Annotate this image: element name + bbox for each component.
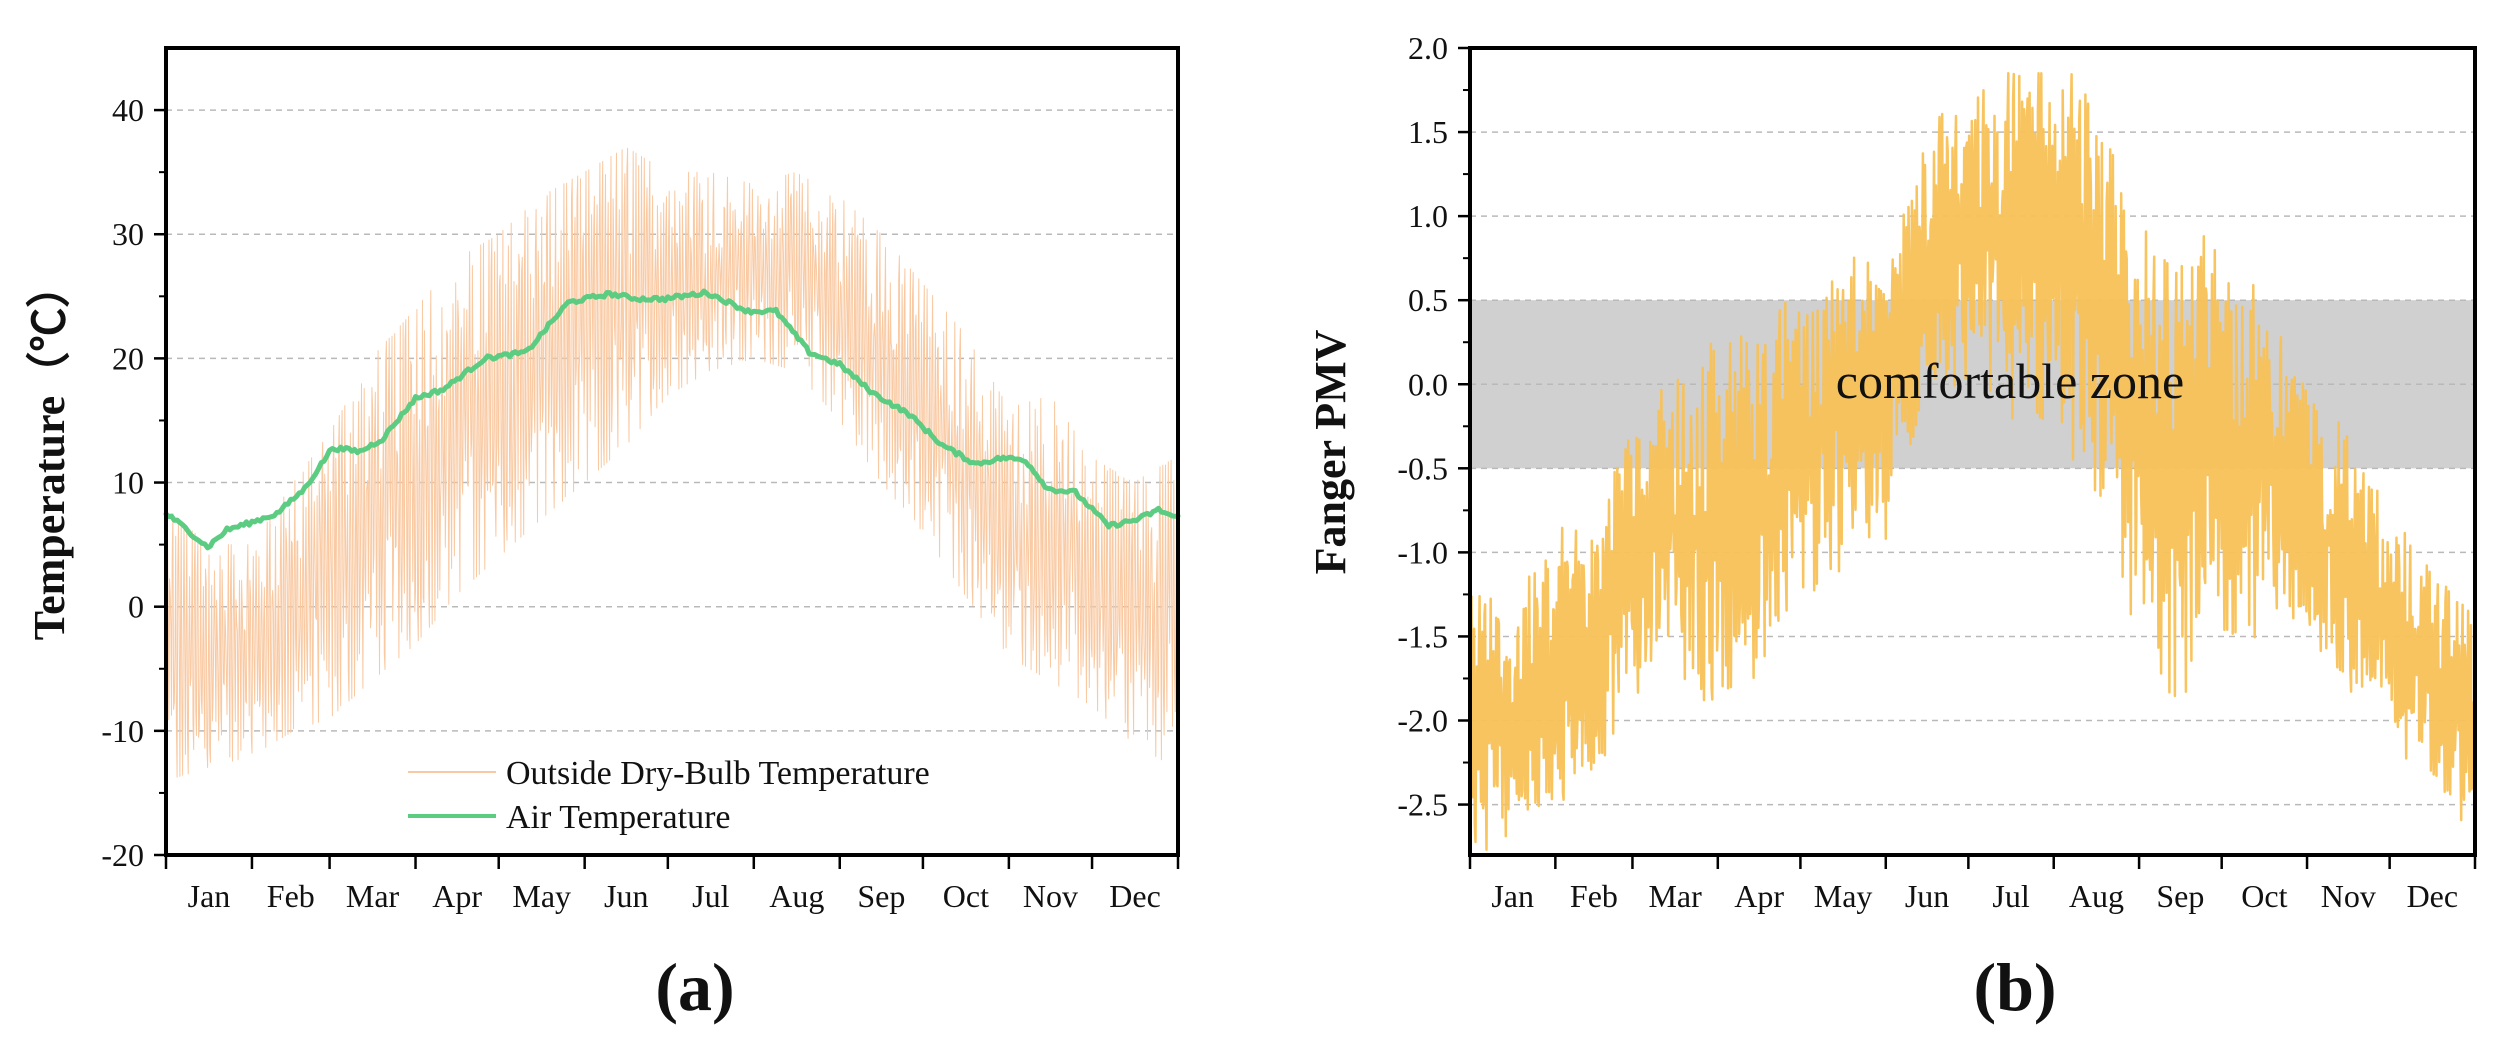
panel-a-x-tick-label: Jun xyxy=(604,878,648,914)
panel-a-label: (a) xyxy=(655,949,734,1025)
panel-b-pmv-chart: comfortable zone 2.0 1.5 1.0 0.5 0.0 -0.5 -1.0… xyxy=(1306,30,2477,1025)
panel-b-x-tick-label: Oct xyxy=(2241,878,2287,914)
panel-a-x-tick-label: Oct xyxy=(943,878,989,914)
panel-a-x-tick-label: Aug xyxy=(769,878,824,914)
panel-b-x-tick-label: Dec xyxy=(2407,878,2459,914)
panel-a-x-tick-label: Nov xyxy=(1023,878,1078,914)
panel-a-y-tick-label: 20 xyxy=(112,340,144,376)
pmv-line xyxy=(1468,71,2477,856)
panel-a-y-tick-label: -10 xyxy=(101,713,144,749)
panel-b-label: (b) xyxy=(1973,949,2056,1025)
panel-a-x-tick-label: Apr xyxy=(432,878,482,914)
panel-b-y-tick-label: 1.5 xyxy=(1408,114,1448,150)
panel-b-x-axis: Jan Feb Mar Apr May Jun Jul Aug Sep Oct Nov Dec xyxy=(1468,855,2477,914)
panel-a-x-tick-label: Feb xyxy=(267,878,315,914)
panel-a-temperature-chart: -20 -10 0 10 20 30 40 Jan Feb Mar Apr May Jun Jul Aug… xyxy=(25,46,1181,1025)
panel-a-y-axis: -20 -10 0 10 20 30 40 xyxy=(101,92,166,873)
panel-b-y-tick-label: -1.0 xyxy=(1397,534,1448,570)
panel-b-x-tick-label: Nov xyxy=(2321,878,2376,914)
panel-a-y-tick-label: 10 xyxy=(112,465,144,501)
legend-label-air-temperature: Air Temperature xyxy=(506,799,731,836)
comfortable-zone-label: comfortable zone xyxy=(1836,353,2184,409)
panel-b-y-tick-label: -2.5 xyxy=(1397,787,1448,823)
dry-bulb-temperature-line xyxy=(165,147,1179,778)
panel-a-x-axis: Jan Feb Mar Apr May Jun Jul Aug Sep Oct Nov Dec xyxy=(164,855,1180,914)
panel-a-x-tick-label: May xyxy=(512,878,571,914)
panel-a-y-tick-label: 40 xyxy=(112,92,144,128)
panel-b-y-tick-label: 0.0 xyxy=(1408,366,1448,402)
panel-a-x-tick-label: Dec xyxy=(1109,878,1161,914)
panel-b-x-tick-label: Jan xyxy=(1491,878,1534,914)
panel-a-x-tick-label: Mar xyxy=(346,878,400,914)
panel-b-x-tick-label: Apr xyxy=(1734,878,1784,914)
panel-b-x-tick-label: Feb xyxy=(1570,878,1618,914)
panel-a-y-tick-label: 30 xyxy=(112,216,144,252)
panel-b-plot-frame xyxy=(1468,46,2477,857)
panel-a-series xyxy=(163,147,1181,778)
panel-b-y-axis-label: Fanger PMV xyxy=(1306,329,1355,574)
panel-b-y-tick-label: 2.0 xyxy=(1408,30,1448,66)
panel-b-y-tick-label: -0.5 xyxy=(1397,450,1448,486)
panel-a-x-tick-label: Sep xyxy=(857,878,905,914)
panel-b-y-tick-label: -1.5 xyxy=(1397,618,1448,654)
panel-b-y-tick-label: 0.5 xyxy=(1408,282,1448,318)
panel-b-y-axis: 2.0 1.5 1.0 0.5 0.0 -0.5 -1.0 -1.5 -2.0 -2.5 xyxy=(1397,30,1470,823)
panel-a-y-tick-label: -20 xyxy=(101,837,144,873)
panel-b-x-tick-label: Mar xyxy=(1648,878,1702,914)
panel-a-y-axis-label: Temperature（℃） xyxy=(25,264,74,640)
panel-a-y-tick-label: 0 xyxy=(128,589,144,625)
panel-b-y-tick-label: -2.0 xyxy=(1397,703,1448,739)
panel-a-legend: Outside Dry-Bulb Temperature Air Tempera… xyxy=(408,755,930,836)
legend-label-dry-bulb: Outside Dry-Bulb Temperature xyxy=(506,755,930,792)
air-temperature-line xyxy=(163,288,1181,551)
panel-b-x-tick-label: May xyxy=(1814,878,1873,914)
panel-b-x-tick-label: Aug xyxy=(2069,878,2124,914)
panel-a-x-tick-label: Jan xyxy=(188,878,231,914)
panel-a-x-tick-label: Jul xyxy=(692,878,729,914)
panel-a-plot-frame xyxy=(164,46,1180,857)
panel-b-x-tick-label: Sep xyxy=(2156,878,2204,914)
panel-b-x-tick-label: Jul xyxy=(1992,878,2029,914)
panel-b-x-tick-label: Jun xyxy=(1905,878,1949,914)
panel-b-y-tick-label: 1.0 xyxy=(1408,198,1448,234)
